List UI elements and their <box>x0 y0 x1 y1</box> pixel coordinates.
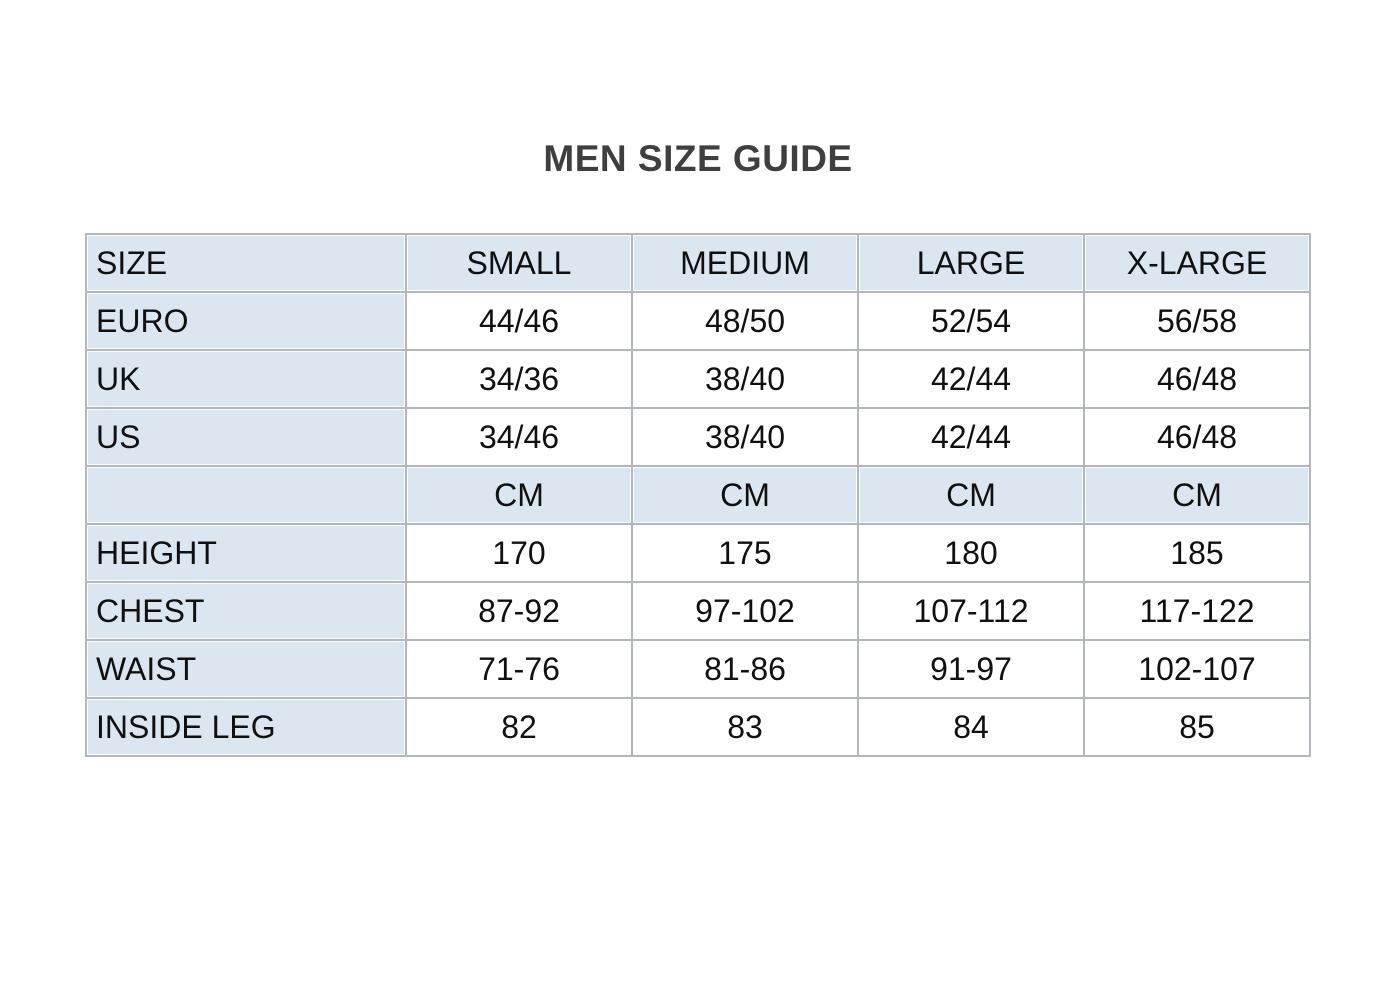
table-row: INSIDE LEG 82 83 84 85 <box>85 697 1311 757</box>
table-row: CM CM CM CM <box>85 465 1311 525</box>
row-label: EURO <box>85 291 407 351</box>
table-row: CHEST 87-92 97-102 107-112 117-122 <box>85 581 1311 641</box>
column-header: X-LARGE <box>1083 233 1311 293</box>
table-cell: 48/50 <box>631 291 859 351</box>
row-label <box>85 465 407 525</box>
table-cell: 87-92 <box>405 581 633 641</box>
column-header: SIZE <box>85 233 407 293</box>
row-label: CHEST <box>85 581 407 641</box>
table-cell: 102-107 <box>1083 639 1311 699</box>
table-row: US 34/46 38/40 42/44 46/48 <box>85 407 1311 467</box>
table-body: EURO 44/46 48/50 52/54 56/58 UK 34/36 38/40 42/4… <box>85 291 1311 757</box>
table-cell: 38/40 <box>631 349 859 409</box>
unit-cell: CM <box>1083 465 1311 525</box>
column-header: SMALL <box>405 233 633 293</box>
table-cell: 71-76 <box>405 639 633 699</box>
table-cell: 56/58 <box>1083 291 1311 351</box>
row-label: WAIST <box>85 639 407 699</box>
table-cell: 107-112 <box>857 581 1085 641</box>
table-cell: 85 <box>1083 697 1311 757</box>
row-label: HEIGHT <box>85 523 407 583</box>
table-cell: 42/44 <box>857 349 1085 409</box>
column-header: MEDIUM <box>631 233 859 293</box>
table-cell: 52/54 <box>857 291 1085 351</box>
page-title: MEN SIZE GUIDE <box>543 138 853 179</box>
table-cell: 91-97 <box>857 639 1085 699</box>
table-cell: 38/40 <box>631 407 859 467</box>
size-guide-table: SIZE SMALL MEDIUM LARGE X-LARGE EURO 44/46 48/… <box>85 233 1311 757</box>
table-cell: 97-102 <box>631 581 859 641</box>
table-cell: 170 <box>405 523 633 583</box>
table-cell: 46/48 <box>1083 349 1311 409</box>
table-cell: 175 <box>631 523 859 583</box>
table-cell: 81-86 <box>631 639 859 699</box>
table-cell: 44/46 <box>405 291 633 351</box>
unit-cell: CM <box>631 465 859 525</box>
table-cell: 42/44 <box>857 407 1085 467</box>
row-label: INSIDE LEG <box>85 697 407 757</box>
table-cell: 185 <box>1083 523 1311 583</box>
table-cell: 84 <box>857 697 1085 757</box>
table-cell: 180 <box>857 523 1085 583</box>
unit-cell: CM <box>405 465 633 525</box>
table-cell: 83 <box>631 697 859 757</box>
row-label: UK <box>85 349 407 409</box>
table-row: HEIGHT 170 175 180 185 <box>85 523 1311 583</box>
row-label: US <box>85 407 407 467</box>
unit-cell: CM <box>857 465 1085 525</box>
table-row: EURO 44/46 48/50 52/54 56/58 <box>85 291 1311 351</box>
header-row: SIZE SMALL MEDIUM LARGE X-LARGE <box>85 233 1311 293</box>
table-row: WAIST 71-76 81-86 91-97 102-107 <box>85 639 1311 699</box>
table-cell: 34/46 <box>405 407 633 467</box>
table-row: UK 34/36 38/40 42/44 46/48 <box>85 349 1311 409</box>
table-cell: 82 <box>405 697 633 757</box>
table-cell: 34/36 <box>405 349 633 409</box>
column-header: LARGE <box>857 233 1085 293</box>
table-cell: 117-122 <box>1083 581 1311 641</box>
table-cell: 46/48 <box>1083 407 1311 467</box>
table-header: SIZE SMALL MEDIUM LARGE X-LARGE <box>85 233 1311 293</box>
